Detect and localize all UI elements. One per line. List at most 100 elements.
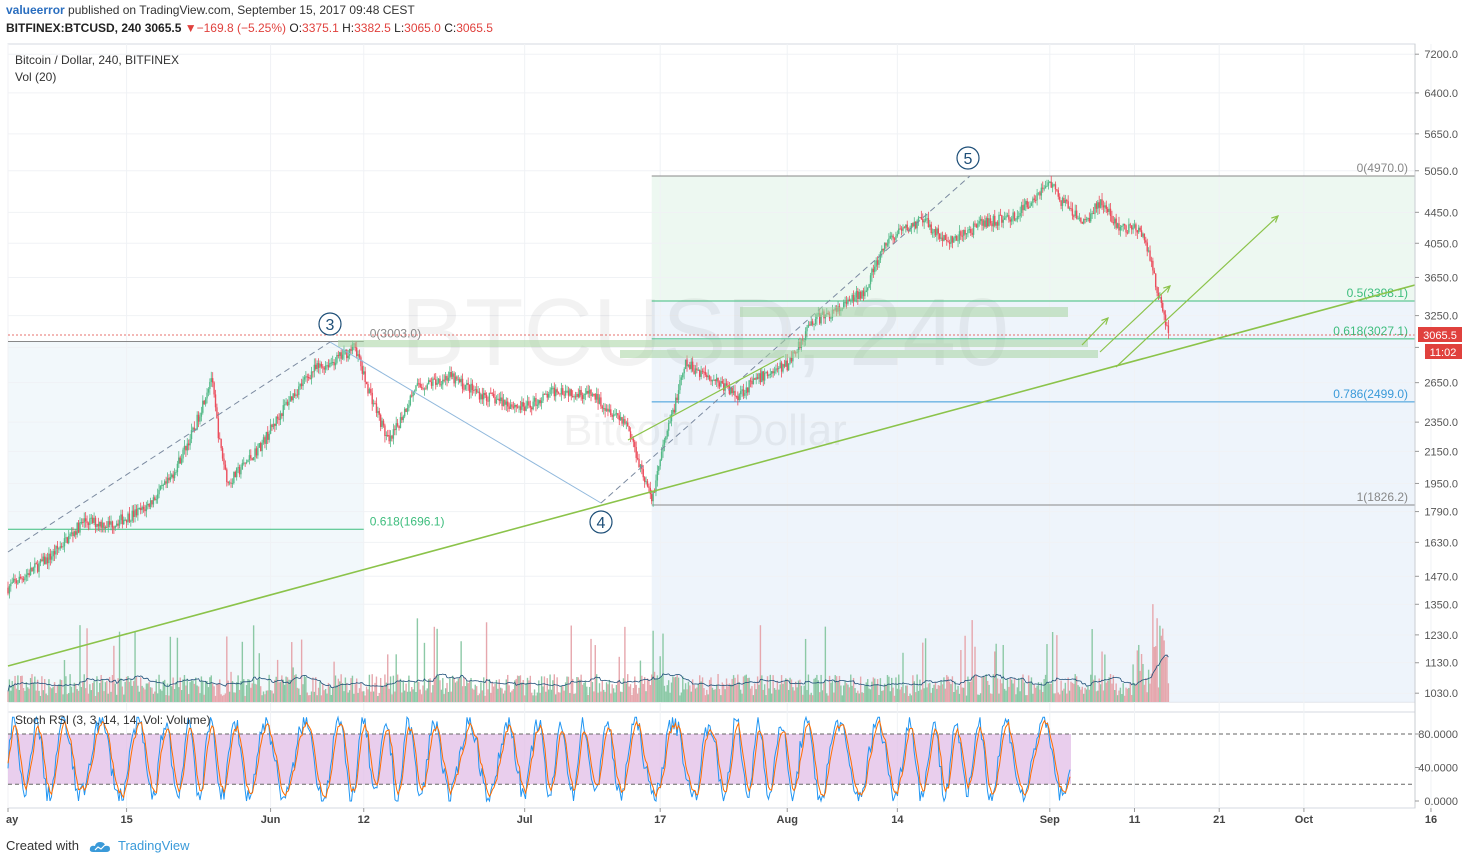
volume-bar — [1034, 687, 1037, 702]
candle-body — [704, 371, 707, 375]
volume-bar — [1063, 688, 1065, 702]
candle-body — [162, 484, 164, 486]
candle-body — [675, 397, 677, 413]
candle-body — [886, 243, 889, 246]
candle-body — [669, 421, 671, 424]
candle-body — [305, 376, 307, 378]
candle-body — [917, 217, 920, 221]
volume-bar — [24, 690, 26, 702]
volume-bar — [759, 625, 762, 702]
volume-bar — [436, 628, 438, 702]
candle-body — [697, 369, 700, 371]
volume-bar — [299, 694, 301, 702]
volume-bar — [954, 681, 956, 702]
volume-bar — [579, 679, 581, 702]
candle-body — [978, 221, 980, 224]
candle-body — [144, 509, 146, 512]
candle-body — [412, 391, 414, 397]
volume-bar — [405, 683, 407, 702]
candle-body — [1106, 208, 1109, 212]
low-label: L: — [394, 21, 405, 35]
candle-body — [310, 371, 313, 379]
volume-bar — [80, 687, 83, 702]
candle-body — [464, 385, 467, 390]
candle-body — [778, 367, 780, 370]
volume-bar — [658, 679, 660, 702]
candle-body — [542, 393, 544, 401]
volume-bar — [742, 676, 745, 702]
volume-bar — [124, 681, 126, 702]
candle-body — [739, 391, 742, 395]
volume-bar — [117, 678, 119, 702]
tradingview-link[interactable]: TradingView — [118, 838, 190, 853]
volume-bar — [718, 689, 721, 702]
volume-bar — [1111, 683, 1113, 702]
candle-body — [66, 537, 68, 544]
volume-bar — [183, 675, 186, 702]
wave-marker-5 — [956, 146, 980, 170]
volume-bar — [427, 679, 430, 702]
candle-body — [358, 354, 361, 358]
candle-body — [1057, 190, 1059, 197]
candle-body — [1119, 227, 1122, 231]
candle-body — [368, 389, 371, 394]
volume-bar — [1152, 604, 1154, 702]
volume-bar — [1153, 646, 1155, 702]
volume-bar — [694, 688, 697, 702]
volume-bar — [204, 681, 207, 702]
candle-body — [282, 405, 284, 416]
volume-bar — [1136, 650, 1139, 702]
candle-body — [217, 418, 220, 439]
volume-bar — [793, 690, 795, 702]
candle-body — [680, 377, 683, 380]
candle-body — [621, 417, 623, 424]
volume-bar — [703, 688, 705, 702]
volume-bar — [540, 676, 543, 702]
candle-body — [773, 371, 776, 374]
y-tick-label-18: 1130.0 — [1425, 658, 1458, 670]
candle-body — [55, 546, 57, 555]
candle-body — [666, 430, 668, 437]
volume-bar — [186, 678, 188, 702]
candle-body — [238, 467, 241, 475]
volume-bar — [387, 654, 389, 702]
candle-body — [96, 523, 98, 528]
candle-body — [131, 510, 133, 521]
candle-body — [1149, 250, 1151, 261]
candle-body — [1073, 215, 1075, 217]
candle-body — [972, 223, 975, 235]
candle-body — [315, 364, 317, 370]
candle-body — [1162, 302, 1164, 312]
close-value: 3065.5 — [456, 21, 493, 35]
candle-body — [14, 578, 16, 581]
volume-bar — [549, 674, 551, 702]
candle-body — [45, 557, 47, 565]
volume-bar — [595, 674, 598, 702]
candle-body — [312, 371, 314, 373]
volume-bar — [645, 691, 647, 702]
volume-bar — [900, 686, 903, 702]
volume-bar — [1009, 677, 1011, 702]
volume-bar — [430, 692, 433, 702]
candle-body — [994, 215, 996, 226]
candle-body — [20, 576, 22, 579]
candle-body — [80, 522, 83, 524]
candle-body — [492, 393, 495, 398]
candle-body — [1003, 217, 1006, 220]
volume-bar — [243, 679, 245, 702]
candle-body — [557, 392, 560, 394]
volume-bar — [351, 675, 354, 702]
volume-bar — [1032, 693, 1034, 702]
candle-body — [490, 392, 492, 394]
volume-bar — [432, 685, 434, 702]
support-zone-1 — [338, 340, 1088, 347]
volume-bar — [374, 682, 376, 702]
volume-bar — [883, 683, 886, 702]
author-link[interactable]: valueerror — [6, 3, 65, 17]
volume-bar — [259, 686, 262, 702]
x-tick-label-4: Jul — [517, 814, 533, 826]
candle-body — [329, 363, 331, 368]
volume-bar — [412, 689, 414, 702]
volume-bar — [823, 682, 825, 702]
